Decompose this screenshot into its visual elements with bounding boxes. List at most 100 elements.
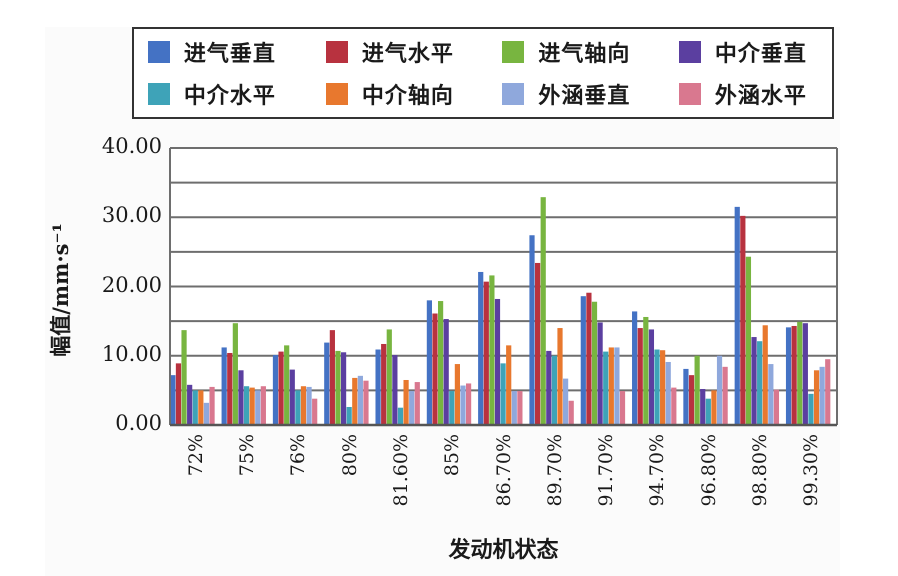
bar [272, 355, 279, 425]
bar [392, 355, 398, 425]
x-tick-text: 75% [235, 434, 258, 477]
bar [300, 386, 307, 425]
bar [671, 387, 677, 425]
bar-group [785, 321, 831, 425]
bar [688, 375, 695, 425]
bar [785, 327, 792, 425]
bar [295, 390, 301, 425]
x-tick-label: 86.70% [484, 430, 524, 530]
bar [546, 350, 552, 425]
bar-group [478, 271, 523, 425]
bar-group [221, 323, 266, 425]
bar-group [324, 330, 369, 425]
bar [232, 323, 238, 425]
bar [586, 292, 592, 425]
bar [324, 342, 330, 425]
bar [517, 391, 523, 425]
bar [808, 393, 814, 425]
bar [580, 296, 586, 425]
bar [716, 355, 723, 425]
x-tick-label: 91.70% [586, 430, 626, 530]
x-tick-text: 86.70% [492, 434, 515, 507]
legend-swatch-icon [325, 41, 348, 63]
bar [768, 364, 774, 425]
bar-group [426, 300, 472, 425]
x-tick-label: 80% [330, 430, 370, 530]
bar-group [580, 292, 626, 425]
y-tick-label: 20.00 [101, 272, 162, 297]
legend-item: 进气垂直 [147, 37, 276, 67]
bar [170, 375, 176, 425]
x-tick-label: 98.80% [740, 430, 780, 530]
bar [312, 398, 318, 425]
bar [648, 329, 655, 425]
bar [357, 375, 363, 425]
bar-group [632, 311, 677, 425]
x-tick-label: 96.80% [689, 430, 729, 530]
legend-label: 进气水平 [361, 42, 454, 67]
x-tick-label: 94.70% [637, 430, 677, 530]
bar [773, 389, 780, 425]
bar [454, 364, 460, 425]
bar [614, 347, 620, 425]
x-tick-label: 76% [278, 430, 318, 530]
legend-item: 进气水平 [325, 37, 454, 67]
bar [665, 361, 671, 425]
bar [619, 391, 626, 425]
legend-label: 外涵水平 [714, 84, 807, 109]
bar [227, 352, 233, 425]
bar [535, 262, 541, 425]
bar [705, 398, 711, 425]
bar-group [272, 345, 318, 425]
x-tick-text: 81.60% [389, 434, 412, 507]
x-tick-text: 85% [441, 434, 464, 477]
bar [511, 391, 517, 425]
bar [654, 349, 660, 425]
bar [414, 382, 420, 425]
bar [797, 321, 803, 425]
y-tick-label: 40.00 [101, 134, 162, 158]
bar [375, 349, 381, 425]
legend-item: 进气轴向 [502, 37, 630, 67]
legend-item: 外涵水平 [678, 79, 807, 109]
legend-item: 中介轴向 [325, 79, 454, 109]
bar [591, 301, 598, 425]
bar-group [375, 329, 420, 425]
legend-label: 中介轴向 [361, 84, 454, 109]
bar [249, 387, 255, 425]
x-tick-text: 76% [287, 434, 310, 477]
bar [557, 328, 563, 425]
x-tick-text: 99.30% [800, 434, 823, 507]
x-tick-label: 81.60% [381, 430, 421, 530]
bar [449, 391, 455, 425]
bar [181, 330, 187, 425]
bar [346, 406, 352, 425]
bar [465, 383, 472, 425]
bar [751, 337, 757, 425]
legend-label: 中介垂直 [714, 42, 807, 67]
bar [409, 391, 415, 425]
x-tick-text: 98.80% [749, 434, 772, 507]
legend-swatch-icon [147, 83, 170, 105]
bar [203, 402, 210, 425]
bar [540, 197, 546, 425]
bar [632, 311, 638, 425]
bar [209, 386, 215, 425]
bar [683, 368, 689, 425]
x-tick-text: 96.80% [697, 434, 720, 507]
x-tick-label: 99.30% [791, 430, 831, 530]
bar [791, 325, 797, 425]
legend-item: 中介垂直 [678, 37, 807, 67]
bar [460, 385, 466, 425]
bar [175, 363, 182, 425]
bar [221, 347, 227, 425]
bar [711, 390, 717, 425]
bar [603, 351, 609, 425]
bar [740, 215, 746, 425]
x-tick-label: 72% [176, 430, 216, 530]
bar [187, 384, 193, 425]
bar [819, 366, 825, 425]
bar [386, 329, 392, 425]
bar [757, 341, 763, 425]
